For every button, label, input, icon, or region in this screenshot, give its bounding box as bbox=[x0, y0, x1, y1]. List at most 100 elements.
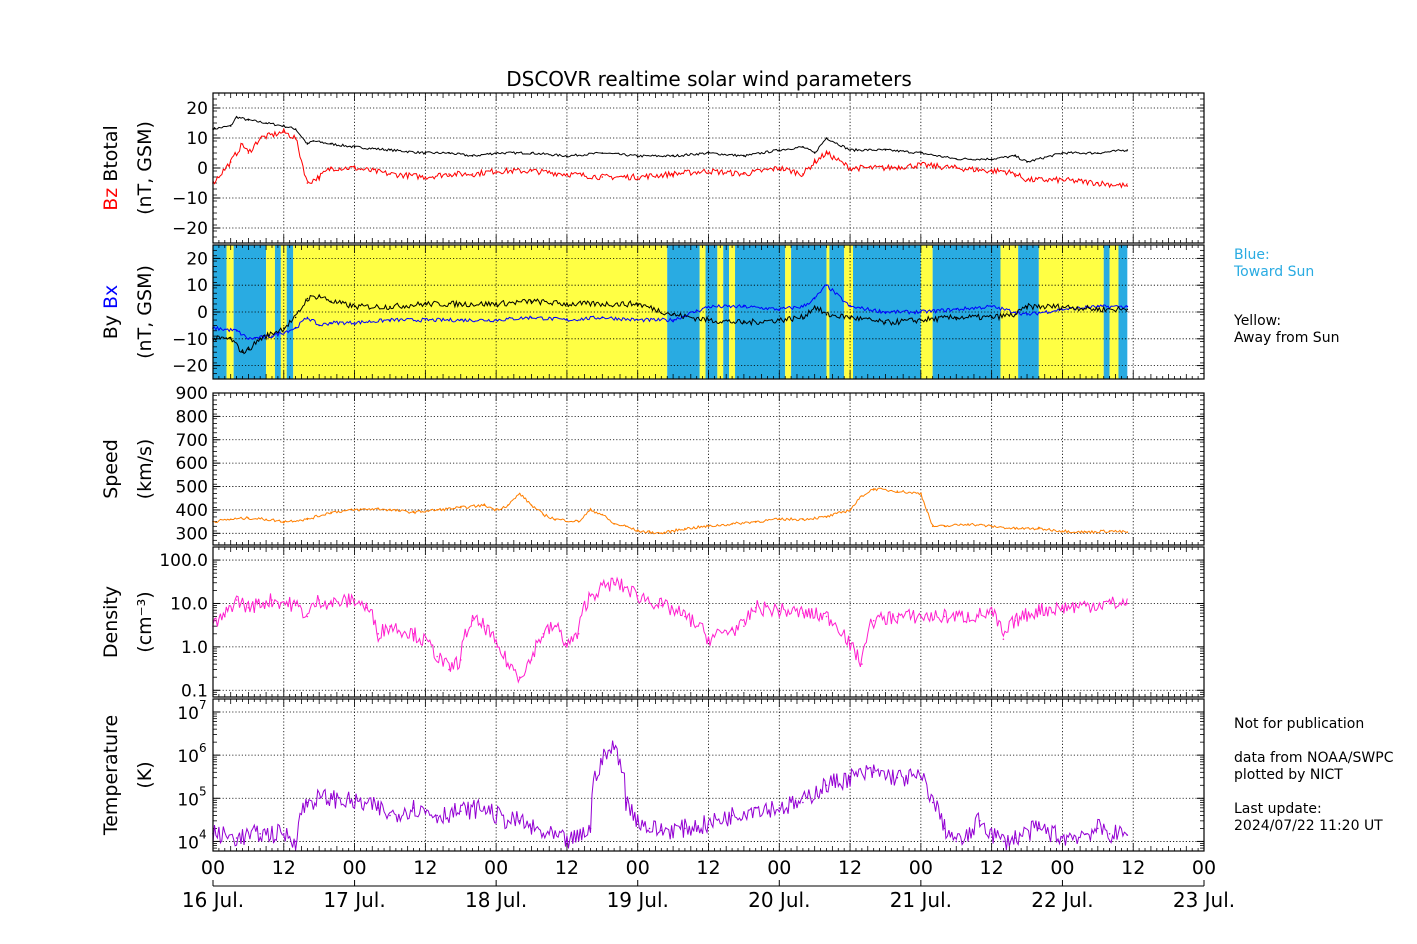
series-density-point bbox=[530, 659, 533, 661]
series-speed-point bbox=[802, 518, 804, 521]
series-bz-point bbox=[241, 143, 244, 145]
legend-away-line1: Yellow: bbox=[1234, 313, 1282, 329]
series-temperature-point bbox=[754, 807, 757, 809]
series-btotal-point bbox=[424, 152, 427, 154]
series-by-point bbox=[1014, 313, 1016, 316]
x-axis: 00 12 00 12 00 12 00 12 00 12 00 12 00 12 00 16 Jul. 17 … bbox=[182, 857, 1235, 912]
y-tick-label: 900 bbox=[176, 384, 208, 404]
series-speed-point bbox=[265, 518, 267, 521]
series-btotal-point bbox=[1061, 152, 1064, 154]
series-speed-point bbox=[507, 504, 509, 507]
series-temperature-point bbox=[872, 771, 875, 774]
series-by-point bbox=[802, 316, 804, 319]
series-bx-point bbox=[1097, 305, 1099, 308]
series-speed-point bbox=[648, 531, 651, 533]
imf-sector-away bbox=[1000, 245, 1019, 379]
series-bz-point bbox=[1026, 179, 1028, 181]
series-btotal-point bbox=[955, 158, 958, 160]
series-bz-point bbox=[566, 173, 568, 175]
series-density-point bbox=[896, 615, 899, 618]
series-temperature-point bbox=[707, 823, 710, 826]
series-speed-point bbox=[330, 511, 332, 514]
panel-frame bbox=[212, 392, 1205, 546]
series-temperature-point bbox=[660, 829, 663, 832]
series-btotal-point bbox=[1126, 149, 1129, 151]
series-temperature-point bbox=[613, 746, 615, 749]
x-tick-label: 00 bbox=[342, 857, 366, 879]
series-density-point bbox=[554, 625, 556, 627]
series-bx-point bbox=[707, 305, 710, 308]
series-btotal-point bbox=[566, 155, 568, 157]
x-tick-label: 12 bbox=[980, 857, 1004, 879]
series-speed-point bbox=[483, 504, 486, 507]
series-bx-point bbox=[601, 316, 604, 319]
series-by bbox=[212, 293, 1128, 355]
series-by-point bbox=[743, 321, 745, 324]
imf-sector-away bbox=[717, 245, 724, 379]
series-speed-point bbox=[613, 523, 615, 525]
series-temperature-point bbox=[825, 784, 828, 787]
series-density-point bbox=[412, 633, 415, 635]
y-tick-label: 300 bbox=[176, 524, 208, 544]
series-temperature-point bbox=[731, 814, 733, 817]
panel-stack: 20 10 0 −10 −20 Bz Btotal (nT, GSM) 20 10 0 −10 −20… bbox=[100, 92, 1205, 853]
series-temperature-point bbox=[931, 801, 934, 804]
series-bz-point bbox=[672, 173, 674, 175]
series-speed-point bbox=[684, 527, 686, 530]
series-by-point bbox=[672, 313, 674, 316]
series-temperature-point bbox=[259, 833, 262, 835]
y-axis-label-part: Bz bbox=[100, 188, 122, 211]
series-bz-point bbox=[884, 167, 887, 169]
x-tick-label: 00 bbox=[767, 857, 791, 879]
date-label: 18 Jul. bbox=[465, 888, 527, 912]
series-speed-point bbox=[377, 508, 380, 510]
series-speed bbox=[212, 487, 1128, 535]
x-tick-label: 12 bbox=[1121, 857, 1145, 879]
panel-frame bbox=[212, 546, 1205, 698]
source-line1: data from NOAA/SWPC bbox=[1234, 750, 1394, 766]
x-tick-label: 00 bbox=[1050, 857, 1074, 879]
series-bx-point bbox=[247, 338, 250, 340]
series-speed-point bbox=[1038, 527, 1040, 530]
series-by-point bbox=[530, 300, 533, 303]
series-temperature-point bbox=[896, 776, 899, 779]
y-tick-exponent: 4 bbox=[199, 827, 207, 841]
series-btotal bbox=[212, 115, 1128, 163]
series-temperature-point bbox=[967, 837, 969, 839]
series-density-point bbox=[471, 619, 474, 622]
series-bx-point bbox=[802, 305, 804, 308]
series-density-point bbox=[778, 609, 781, 611]
series-btotal-point bbox=[1097, 152, 1099, 154]
series-bz-point bbox=[495, 170, 497, 172]
series-temperature-point bbox=[1108, 833, 1111, 835]
series-density-point bbox=[1126, 602, 1129, 605]
series-speed-point bbox=[518, 492, 521, 495]
series-bx-point bbox=[460, 319, 462, 321]
series-bx-point bbox=[424, 319, 427, 321]
panel-speed: 900 800 700 600 500 400 300 Speed (km/s) bbox=[100, 384, 1205, 546]
series-temperature-point bbox=[589, 827, 592, 830]
series-speed-point bbox=[247, 517, 250, 519]
series-by-point bbox=[353, 305, 356, 308]
legend-toward-sun-line1: Blue: bbox=[1234, 247, 1270, 263]
series-btotal-point bbox=[247, 119, 250, 121]
series-bz-point bbox=[813, 161, 816, 163]
series-temperature-point bbox=[318, 797, 321, 800]
series-btotal-point bbox=[636, 155, 639, 157]
series-btotal-point bbox=[707, 152, 710, 154]
series-speed-point bbox=[861, 495, 863, 497]
series-by-point bbox=[306, 297, 309, 300]
imf-sector-away bbox=[844, 245, 854, 379]
y-tick-label: 700 bbox=[176, 431, 208, 451]
series-bx-point bbox=[1126, 305, 1129, 308]
y-axis-label: Density bbox=[100, 586, 122, 658]
series-btotal-point bbox=[601, 152, 604, 154]
series-density-point bbox=[577, 633, 580, 635]
imf-sector-away bbox=[785, 245, 792, 379]
series-bz-point bbox=[636, 176, 639, 178]
series-bz-point bbox=[849, 167, 851, 169]
series-btotal-point bbox=[825, 137, 828, 139]
series-density-point bbox=[436, 655, 439, 658]
series-density-point bbox=[1014, 619, 1016, 622]
series-btotal-point bbox=[778, 149, 781, 151]
